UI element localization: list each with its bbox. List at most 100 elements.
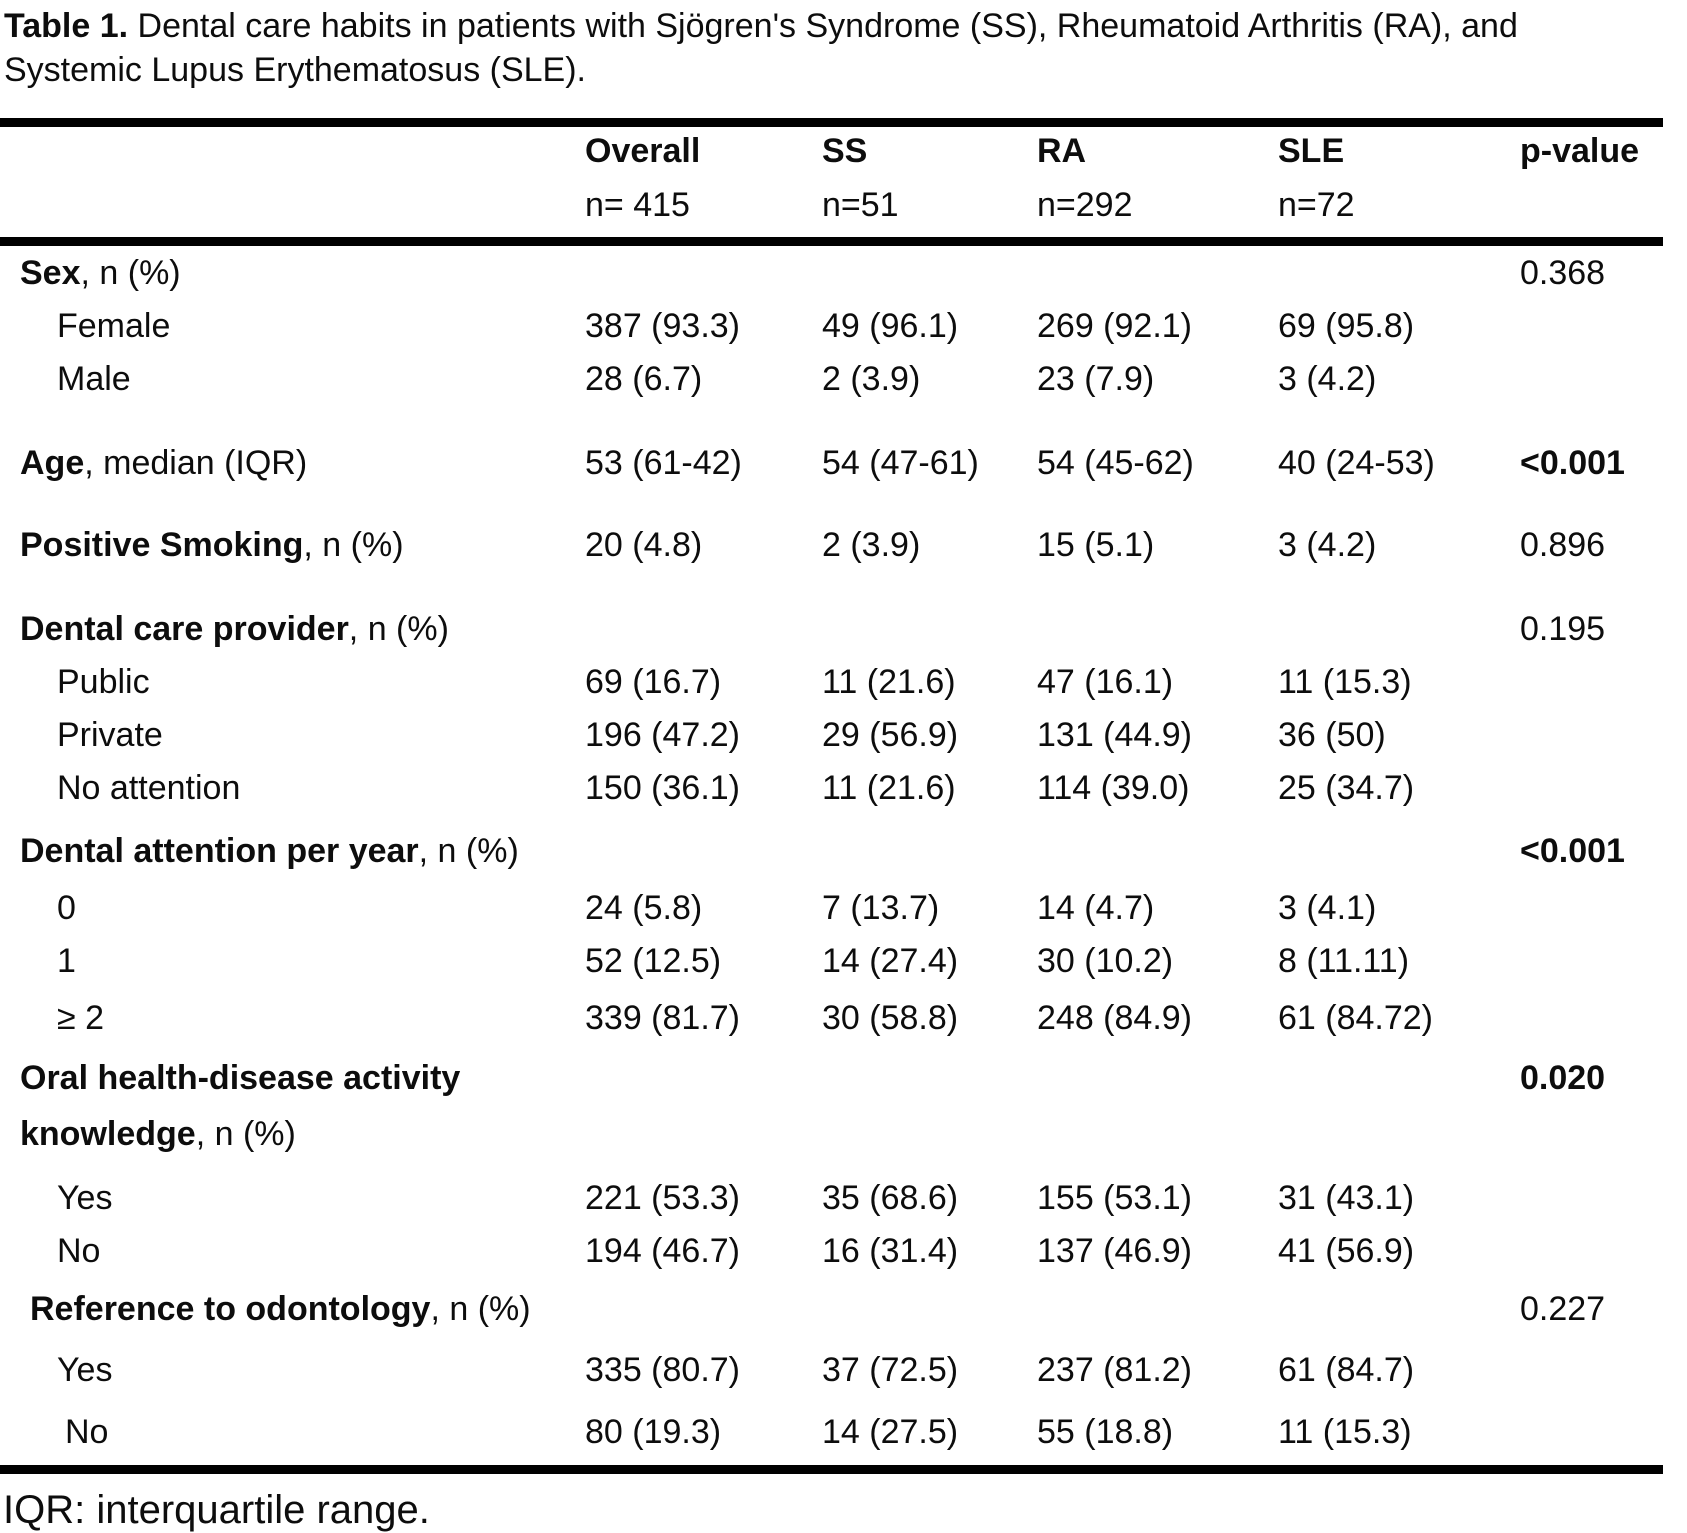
table-row-sex: Sex, n (%) 0.368 bbox=[0, 253, 1663, 306]
cell-pvalue bbox=[1520, 1114, 1663, 1167]
cell-overall: 196 (47.2) bbox=[585, 716, 740, 754]
cell-sle: 3 (4.2) bbox=[1278, 526, 1377, 564]
cell-ra bbox=[1037, 1114, 1278, 1167]
row-label: Oral health-disease activity bbox=[20, 1059, 461, 1097]
table-row-sex-female: Female 387 (93.3) 49 (96.1) 269 (92.1) 6… bbox=[0, 306, 1663, 359]
cell-ss bbox=[822, 1114, 1037, 1167]
column-header-variable bbox=[0, 131, 585, 185]
row-label: Sex, n (%) bbox=[20, 254, 181, 292]
table-row-attention-2-or-more: ≥ 2 339 (81.7) 30 (58.8) 248 (84.9) 61 (… bbox=[0, 998, 1663, 1051]
cell-ss bbox=[822, 1289, 1037, 1342]
row-label: Public bbox=[57, 663, 150, 701]
cell-pvalue bbox=[1520, 768, 1663, 821]
cell-pvalue: <0.001 bbox=[1520, 444, 1625, 482]
cell-pvalue: 0.368 bbox=[1520, 254, 1606, 292]
column-count-sle: n=72 bbox=[1278, 186, 1355, 224]
table-caption: Table 1. Dental care habits in patients … bbox=[0, 0, 1644, 92]
cell-pvalue bbox=[1520, 715, 1663, 768]
cell-ra: 54 (45-62) bbox=[1037, 444, 1194, 482]
cell-sle: 8 (11.11) bbox=[1278, 942, 1410, 980]
cell-ss bbox=[822, 831, 1037, 884]
table-row-provider-no-attention: No attention 150 (36.1) 11 (21.6) 114 (3… bbox=[0, 768, 1663, 821]
table-row-attention-0: 0 24 (5.8) 7 (13.7) 14 (4.7) 3 (4.1) bbox=[0, 888, 1663, 941]
cell-sle bbox=[1278, 609, 1520, 662]
cell-sle: 40 (24-53) bbox=[1278, 444, 1435, 482]
cell-overall bbox=[585, 1114, 822, 1167]
row-label: Yes bbox=[57, 1351, 113, 1389]
cell-pvalue: 0.896 bbox=[1520, 526, 1606, 564]
row-label: No bbox=[65, 1413, 109, 1451]
row-label: Dental attention per year, n (%) bbox=[20, 832, 519, 870]
table-row-reference-no: No 80 (19.3) 14 (27.5) 55 (18.8) 11 (15.… bbox=[0, 1412, 1663, 1465]
cell-sle: 3 (4.1) bbox=[1278, 889, 1377, 927]
cell-sle: 31 (43.1) bbox=[1278, 1179, 1415, 1217]
cell-ra bbox=[1037, 1058, 1278, 1111]
cell-pvalue: 0.195 bbox=[1520, 610, 1606, 648]
table-row-age: Age, median (IQR) 53 (61-42) 54 (47-61) … bbox=[0, 443, 1663, 496]
cell-overall: 150 (36.1) bbox=[585, 769, 740, 807]
column-header-ra: RA bbox=[1037, 132, 1087, 170]
row-label: 0 bbox=[57, 889, 76, 927]
cell-overall: 69 (16.7) bbox=[585, 663, 722, 701]
cell-ss: 35 (68.6) bbox=[822, 1179, 959, 1217]
table-row-provider-public: Public 69 (16.7) 11 (21.6) 47 (16.1) 11 … bbox=[0, 662, 1663, 715]
cell-pvalue bbox=[1520, 359, 1663, 412]
row-label: No bbox=[57, 1232, 101, 1270]
cell-ra: 137 (46.9) bbox=[1037, 1232, 1192, 1270]
cell-sle: 41 (56.9) bbox=[1278, 1232, 1415, 1270]
cell-ra: 237 (81.2) bbox=[1037, 1351, 1192, 1389]
table-body: Sex, n (%) 0.368 Female 387 (93.3) 49 (9… bbox=[0, 246, 1663, 1474]
row-label: ≥ 2 bbox=[57, 999, 105, 1037]
cell-pvalue bbox=[1520, 1412, 1663, 1465]
cell-sle bbox=[1278, 1289, 1520, 1342]
cell-pvalue bbox=[1520, 888, 1663, 941]
cell-pvalue bbox=[1520, 1350, 1663, 1403]
table-row-dental-attention-per-year: Dental attention per year, n (%) <0.001 bbox=[0, 831, 1663, 884]
column-header-pvalue: p-value bbox=[1520, 132, 1640, 170]
column-count-ss: n=51 bbox=[822, 186, 899, 224]
table-row-provider-private: Private 196 (47.2) 29 (56.9) 131 (44.9) … bbox=[0, 715, 1663, 768]
cell-overall: 24 (5.8) bbox=[585, 889, 703, 927]
cell-pvalue bbox=[1520, 306, 1663, 359]
column-count-blank bbox=[0, 185, 585, 237]
cell-ss: 49 (96.1) bbox=[822, 307, 959, 345]
cell-ra: 23 (7.9) bbox=[1037, 360, 1155, 398]
row-label: Reference to odontology, n (%) bbox=[30, 1290, 531, 1328]
cell-ra: 131 (44.9) bbox=[1037, 716, 1192, 754]
cell-sle: 61 (84.7) bbox=[1278, 1351, 1415, 1389]
cell-sle: 11 (15.3) bbox=[1278, 1413, 1412, 1451]
cell-overall bbox=[585, 253, 822, 306]
cell-ss: 30 (58.8) bbox=[822, 999, 959, 1037]
row-label: 1 bbox=[57, 942, 76, 980]
cell-ss: 7 (13.7) bbox=[822, 889, 940, 927]
row-label: Age, median (IQR) bbox=[20, 444, 308, 482]
cell-ss: 2 (3.9) bbox=[822, 360, 921, 398]
cell-overall bbox=[585, 1289, 822, 1342]
table-row-oral-health-knowledge-line1: Oral health-disease activity 0.020 bbox=[0, 1058, 1663, 1111]
cell-sle: 61 (84.72) bbox=[1278, 999, 1433, 1037]
cell-ss bbox=[822, 609, 1037, 662]
cell-ss bbox=[822, 253, 1037, 306]
cell-ss: 37 (72.5) bbox=[822, 1351, 959, 1389]
cell-ra: 248 (84.9) bbox=[1037, 999, 1192, 1037]
table-row-sex-male: Male 28 (6.7) 2 (3.9) 23 (7.9) 3 (4.2) bbox=[0, 359, 1663, 412]
cell-sle bbox=[1278, 1058, 1520, 1111]
cell-ss: 16 (31.4) bbox=[822, 1232, 959, 1270]
cell-pvalue bbox=[1520, 662, 1663, 715]
cell-sle: 11 (15.3) bbox=[1278, 663, 1412, 701]
table-row-oral-health-knowledge-line2: knowledge, n (%) bbox=[0, 1114, 1663, 1167]
cell-ss: 54 (47-61) bbox=[822, 444, 979, 482]
row-label: Male bbox=[57, 360, 131, 398]
column-header-ss: SS bbox=[822, 132, 868, 170]
cell-pvalue: 0.020 bbox=[1520, 1059, 1606, 1097]
cell-overall: 387 (93.3) bbox=[585, 307, 740, 345]
column-count-ra: n=292 bbox=[1037, 186, 1133, 224]
column-header-sle: SLE bbox=[1278, 132, 1345, 170]
column-header-overall: Overall bbox=[585, 132, 701, 170]
row-label: Private bbox=[57, 716, 163, 754]
cell-ss: 29 (56.9) bbox=[822, 716, 959, 754]
cell-overall: 221 (53.3) bbox=[585, 1179, 740, 1217]
cell-overall: 80 (19.3) bbox=[585, 1413, 722, 1451]
table-caption-text-line2: Systemic Lupus Erythematosus (SLE). bbox=[4, 51, 587, 89]
